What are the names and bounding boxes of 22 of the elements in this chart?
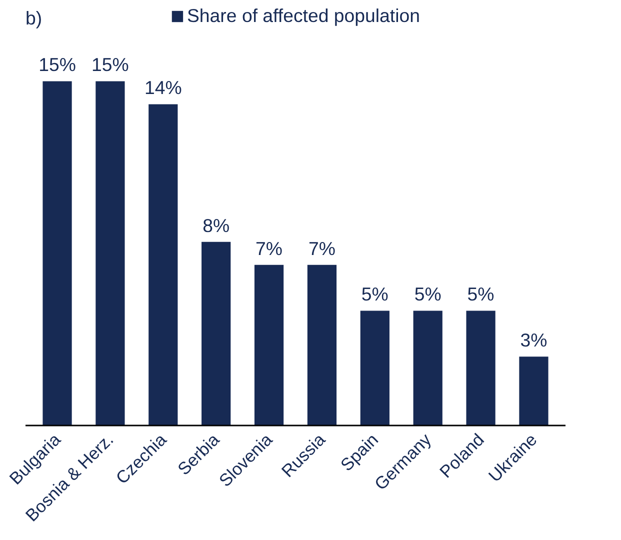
data-label: 15% bbox=[92, 54, 129, 76]
data-label: 3% bbox=[520, 330, 548, 351]
data-label: 5% bbox=[467, 284, 494, 305]
bar bbox=[466, 310, 496, 426]
bar bbox=[96, 81, 125, 426]
text: b) bbox=[26, 8, 42, 28]
data-label: 14% bbox=[144, 77, 182, 98]
bar bbox=[254, 264, 284, 426]
data-label: 5% bbox=[414, 284, 442, 305]
bar bbox=[307, 264, 337, 426]
bar bbox=[148, 104, 178, 426]
data-label: 15% bbox=[38, 54, 76, 76]
data-label: 5% bbox=[361, 284, 388, 305]
bar bbox=[519, 356, 548, 426]
legend-label: Share of affected population bbox=[186, 5, 420, 27]
bar bbox=[42, 81, 72, 426]
bar bbox=[413, 310, 442, 426]
data-label: 7% bbox=[308, 238, 336, 259]
bar bbox=[202, 242, 231, 426]
bar bbox=[360, 310, 390, 426]
data-label: 7% bbox=[256, 238, 283, 259]
data-label: 8% bbox=[202, 214, 230, 236]
